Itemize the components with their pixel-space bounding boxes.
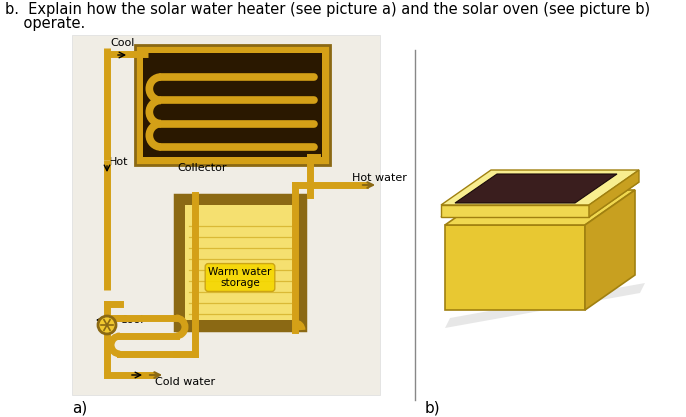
Bar (72, 35, 380, 395)
Polygon shape (441, 182, 639, 217)
Polygon shape (585, 190, 635, 310)
Text: Warm water
storage: Warm water storage (209, 267, 272, 288)
Text: operate.: operate. (5, 16, 85, 31)
Text: b): b) (425, 400, 440, 415)
Polygon shape (589, 170, 639, 217)
Text: Hot water: Hot water (352, 173, 407, 183)
Bar (135, 45, 330, 165)
Text: a): a) (72, 400, 87, 415)
Bar (143, 53, 322, 157)
Polygon shape (441, 205, 589, 217)
Bar (185, 205, 295, 320)
Text: b.  Explain how the solar water heater (see picture a) and the solar oven (see p: b. Explain how the solar water heater (s… (5, 2, 650, 17)
Polygon shape (445, 190, 635, 225)
Text: Cool: Cool (110, 38, 134, 48)
Text: Hot: Hot (109, 157, 128, 167)
Circle shape (98, 316, 116, 334)
Text: Cool: Cool (119, 315, 143, 325)
Polygon shape (441, 170, 639, 205)
Polygon shape (445, 225, 585, 310)
Text: Collector: Collector (177, 163, 226, 173)
Polygon shape (455, 174, 617, 203)
Polygon shape (445, 283, 645, 328)
Text: Cold water: Cold water (155, 377, 215, 387)
Bar (175, 195, 305, 330)
